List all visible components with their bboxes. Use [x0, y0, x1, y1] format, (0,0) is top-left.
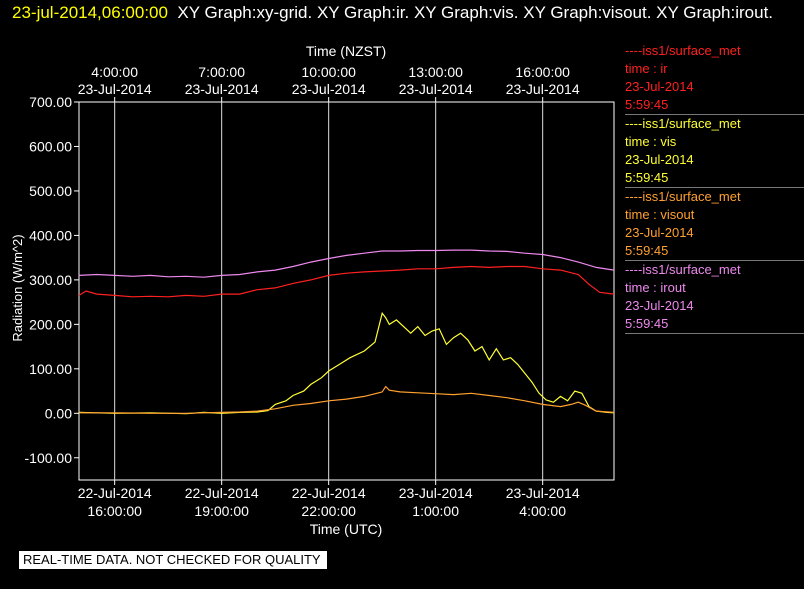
series-lines [78, 249, 615, 415]
legend-time: 5:59:45 [625, 170, 669, 185]
y-axis: -100.00 0.00 100.00 200.00 300.00 400.00 500.0… [25, 94, 79, 466]
legend-var: time : vis [625, 134, 677, 149]
x-top-tick-label-date: 23-Jul-2014 [292, 81, 366, 97]
legend-time: 5:59:45 [625, 316, 669, 331]
y-tick-label: 100.00 [29, 361, 72, 377]
legend-time: 5:59:45 [625, 97, 669, 112]
x-axis-bottom: 22-Jul-2014 16:00:00 22-Jul-2014 19:00:00 22… [78, 480, 580, 519]
y-tick-label: 300.00 [29, 272, 72, 288]
y-tick-label: 200.00 [29, 316, 72, 332]
plot-frame [78, 101, 615, 481]
legend-line: ----iss1/surface_met [625, 262, 741, 277]
x-top-tick-label-date: 23-Jul-2014 [506, 81, 580, 97]
y-tick-label: 0.00 [45, 405, 72, 421]
legend-date: 23-Jul-2014 [625, 152, 694, 167]
x-top-tick-label-date: 23-Jul-2014 [399, 81, 473, 97]
legend-line: ----iss1/surface_met [625, 116, 741, 131]
y-axis-label: Radiation (W/m^2) [10, 234, 25, 341]
x-axis-top: 4:00:0023-Jul-20147:00:0023-Jul-201410:0… [78, 64, 580, 102]
x-top-tick-label-time: 13:00:00 [408, 64, 463, 80]
x-tick-label-date: 22-Jul-2014 [292, 485, 366, 501]
legend: ----iss1/surface_met time : ir 23-Jul-2014… [625, 42, 804, 334]
x-top-tick-label-time: 10:00:00 [301, 64, 356, 80]
y-tick-label: 600.00 [29, 138, 72, 154]
legend-var: time : ir [625, 61, 668, 76]
series-line-4 [78, 249, 615, 278]
legend-line: ----iss1/surface_met [625, 189, 741, 204]
legend-var: time : irout [625, 280, 686, 295]
y-tick-label: -100.00 [25, 450, 73, 466]
legend-var: time : visout [625, 207, 695, 222]
legend-date: 23-Jul-2014 [625, 298, 694, 313]
x-axis-label-bottom: Time (UTC) [310, 521, 383, 537]
x-top-tick-label-time: 4:00:00 [91, 64, 138, 80]
x-tick-label-date: 23-Jul-2014 [506, 485, 580, 501]
legend-line: ----iss1/surface_met [625, 43, 741, 58]
x-top-tick-label-date: 23-Jul-2014 [185, 81, 259, 97]
x-top-tick-label-date: 23-Jul-2014 [78, 81, 152, 97]
legend-date: 23-Jul-2014 [625, 79, 694, 94]
disclaimer-banner: REAL-TIME DATA. NOT CHECKED FOR QUALITY [19, 551, 327, 569]
series-line-2 [78, 311, 615, 415]
chart-title: 23-jul-2014,06:00:00 XY Graph:xy-grid. X… [12, 2, 802, 24]
x-tick-label-time: 1:00:00 [412, 503, 459, 519]
x-tick-label-time: 22:00:00 [301, 503, 356, 519]
x-tick-label-time: 19:00:00 [194, 503, 249, 519]
legend-time: 5:59:45 [625, 243, 669, 258]
x-tick-label-date: 22-Jul-2014 [185, 485, 259, 501]
y-tick-label: 400.00 [29, 227, 72, 243]
legend-date: 23-Jul-2014 [625, 225, 694, 240]
x-top-tick-label-time: 7:00:00 [198, 64, 245, 80]
series-line-3 [79, 385, 615, 414]
x-tick-label-date: 23-Jul-2014 [399, 485, 473, 501]
y-tick-label: 700.00 [29, 94, 72, 110]
x-tick-label-time: 16:00:00 [87, 503, 142, 519]
series-line-1 [78, 265, 615, 298]
grid-lines [114, 102, 544, 480]
y-tick-label: 500.00 [29, 183, 72, 199]
x-axis-label-top: Time (NZST) [306, 43, 386, 59]
x-tick-label-date: 22-Jul-2014 [78, 485, 152, 501]
title-graph-list: XY Graph:xy-grid. XY Graph:ir. XY Graph:… [177, 3, 774, 22]
x-tick-label-time: 4:00:00 [519, 503, 566, 519]
title-timestamp: 23-jul-2014,06:00:00 [12, 3, 168, 22]
x-top-tick-label-time: 16:00:00 [515, 64, 570, 80]
